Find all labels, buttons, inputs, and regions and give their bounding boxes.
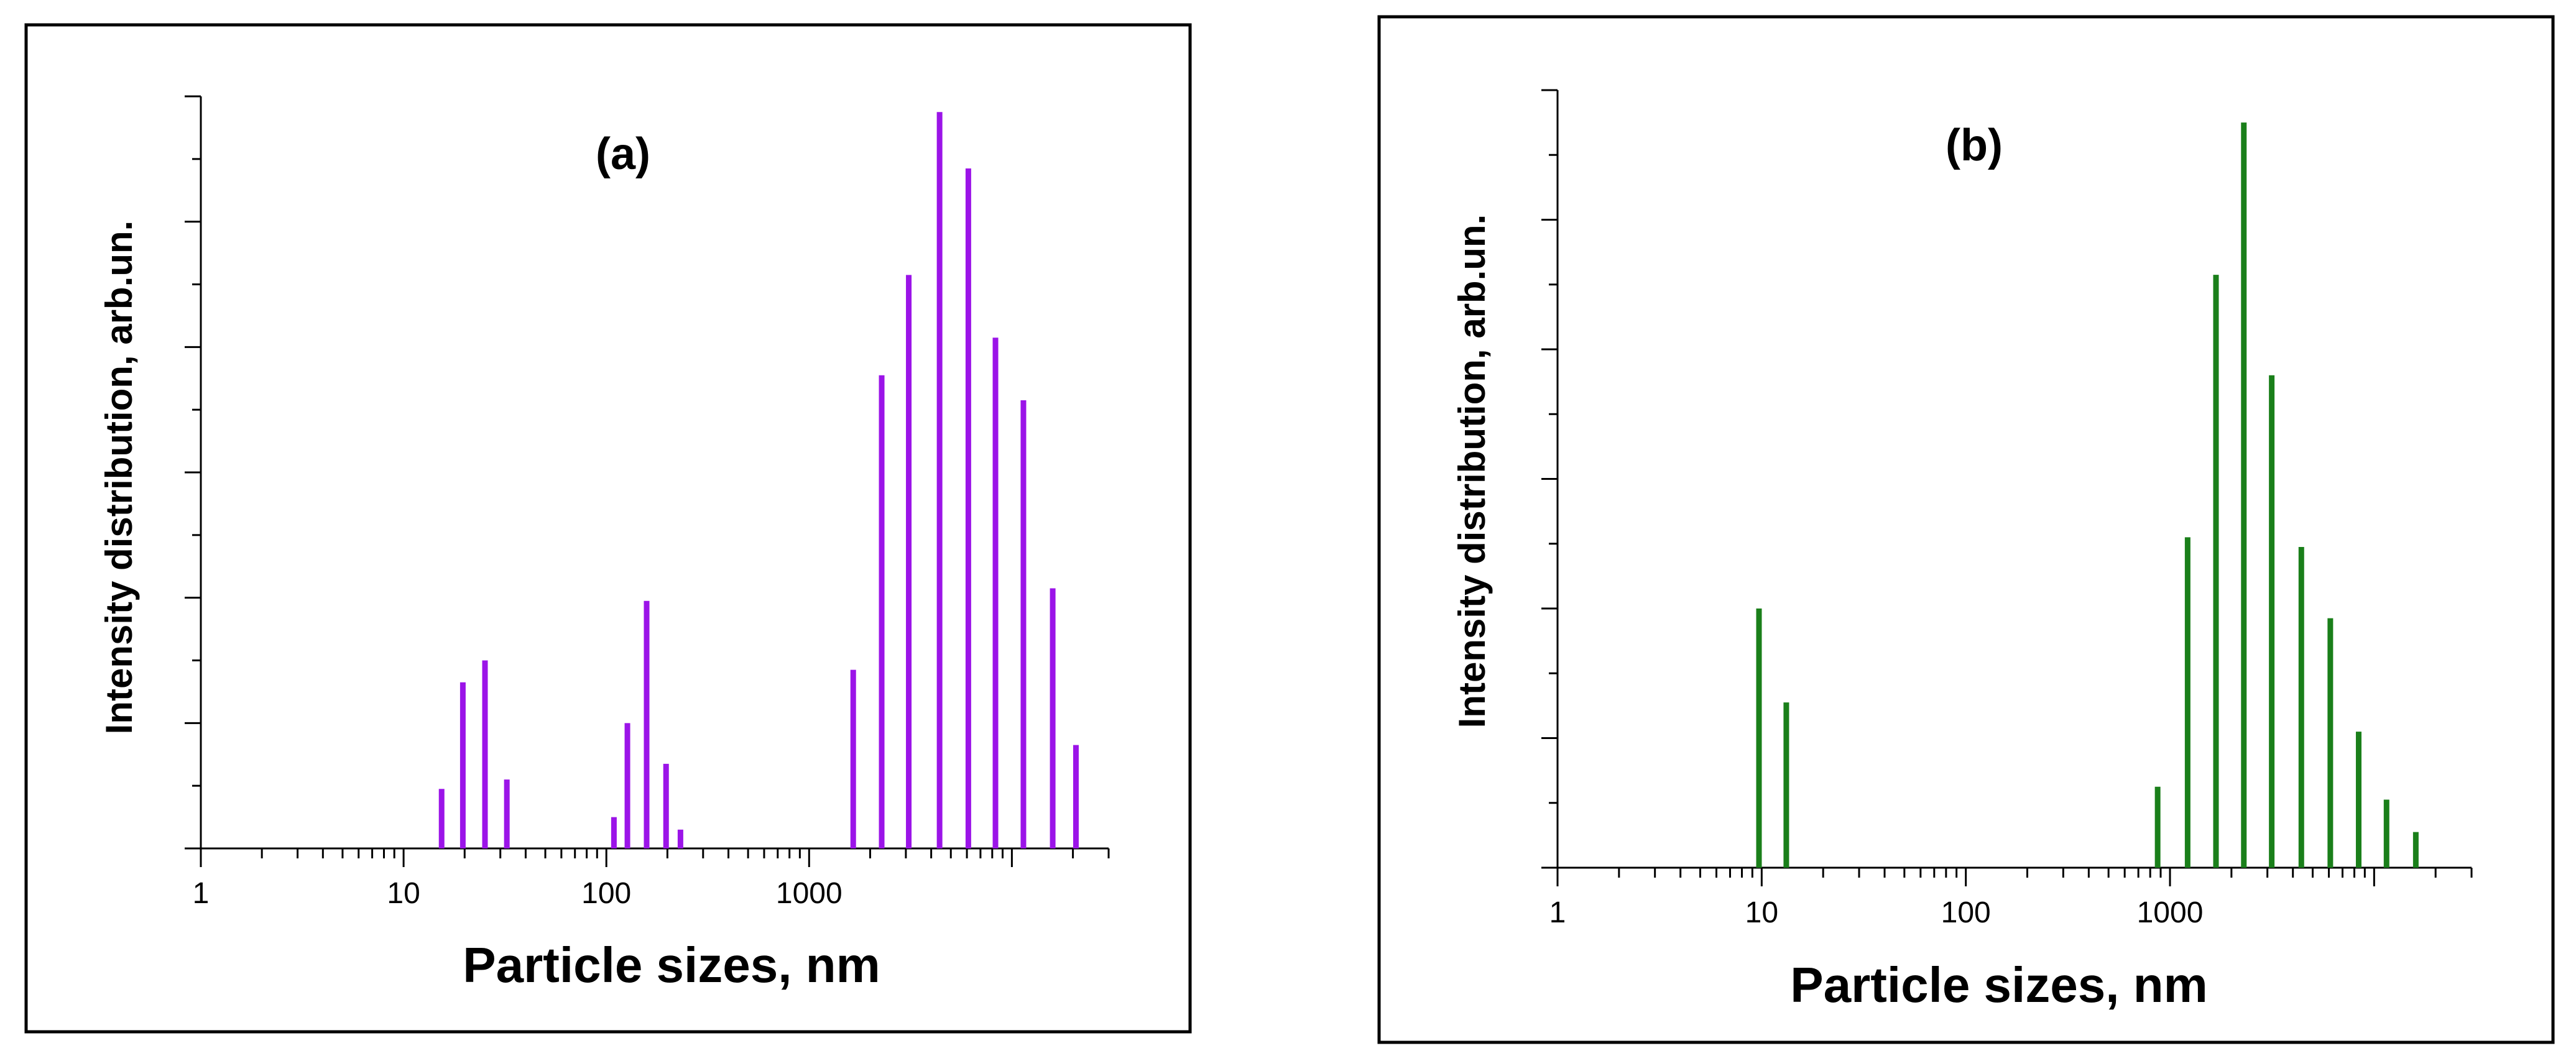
panel-b-x-axis-title: Particle sizes, nm [1790,957,2207,1013]
panel-b-frame [1377,15,2555,1044]
panel-b-y-axis [1541,89,1559,869]
panel-b-x-tick-label: 1 [1549,896,1566,929]
panel-a-title: (a) [596,129,650,179]
panel-a-x-tick-label: 10 [387,877,420,910]
chart-panel-b: (b) 1 10 100 1000 Particle sizes, nm Intens… [1377,15,2555,1044]
panel-a-x-axis-title: Particle sizes, nm [463,937,880,993]
panel-a-y-axis [185,95,202,850]
panel-a-x-tick-label: 1000 [776,877,843,910]
panel-b-bars [1756,122,2419,868]
panel-a-x-tick-label: 1 [193,877,210,910]
panel-b-x-axis: 1 10 100 1000 [1549,866,2473,929]
panel-a-frame [24,23,1192,1034]
panel-a-x-tick-label: 100 [581,877,631,910]
panel-b-x-tick-label: 1000 [2137,896,2204,929]
panel-a-x-axis: 1 10 100 1000 [193,847,1110,910]
panel-b-x-tick-label: 100 [1941,896,1991,929]
panel-a-bars [438,112,1079,848]
panel-b-x-tick-label: 10 [1745,896,1778,929]
chart-panel-a: (a) 1 10 100 1000 Particle sizes, nm Intens… [24,23,1192,1034]
panel-b-y-axis-title: Intensity distribution, arb.un. [1451,214,1493,728]
panel-a-y-axis-title: Intensity distribution, arb.un. [98,221,140,735]
panel-b-title: (b) [1946,121,2003,170]
